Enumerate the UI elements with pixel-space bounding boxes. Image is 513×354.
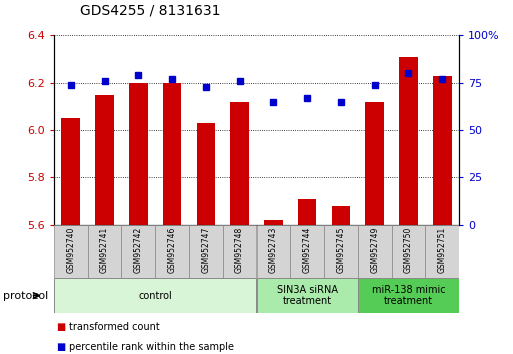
Bar [324,225,358,278]
Bar [62,118,80,225]
Text: GSM952742: GSM952742 [134,227,143,273]
Bar [391,225,425,278]
Text: percentile rank within the sample: percentile rank within the sample [69,342,234,352]
Bar [155,225,189,278]
Bar [358,278,459,313]
Bar [163,83,182,225]
Text: GSM952746: GSM952746 [168,227,176,273]
Bar [425,225,459,278]
Bar [264,220,283,225]
Text: GSM952740: GSM952740 [66,227,75,273]
Bar [230,102,249,225]
Bar [331,206,350,225]
Text: SIN3A siRNA
treatment: SIN3A siRNA treatment [277,285,338,307]
Text: transformed count: transformed count [69,322,160,332]
Text: GSM952748: GSM952748 [235,227,244,273]
Text: GSM952749: GSM952749 [370,227,379,273]
Bar [95,95,114,225]
Text: GSM952745: GSM952745 [337,227,345,273]
Bar [223,225,256,278]
Bar [54,225,88,278]
Text: GSM952744: GSM952744 [303,227,312,273]
Text: ■: ■ [56,342,66,352]
Bar [433,76,451,225]
Bar [122,225,155,278]
Bar [196,123,215,225]
Bar [290,225,324,278]
Bar [399,57,418,225]
Text: GSM952751: GSM952751 [438,227,447,273]
Bar [256,225,290,278]
Text: GSM952743: GSM952743 [269,227,278,273]
Bar [88,225,122,278]
Text: protocol: protocol [3,291,48,301]
Text: GDS4255 / 8131631: GDS4255 / 8131631 [80,4,220,18]
Bar [189,225,223,278]
Bar [256,278,358,313]
Bar [298,199,317,225]
Text: control: control [139,291,172,301]
Bar [129,83,148,225]
Text: GSM952747: GSM952747 [201,227,210,273]
Text: ■: ■ [56,322,66,332]
Bar [358,225,391,278]
Text: GSM952741: GSM952741 [100,227,109,273]
Bar [54,278,256,313]
Bar [365,102,384,225]
Text: miR-138 mimic
treatment: miR-138 mimic treatment [371,285,445,307]
Text: GSM952750: GSM952750 [404,227,413,273]
